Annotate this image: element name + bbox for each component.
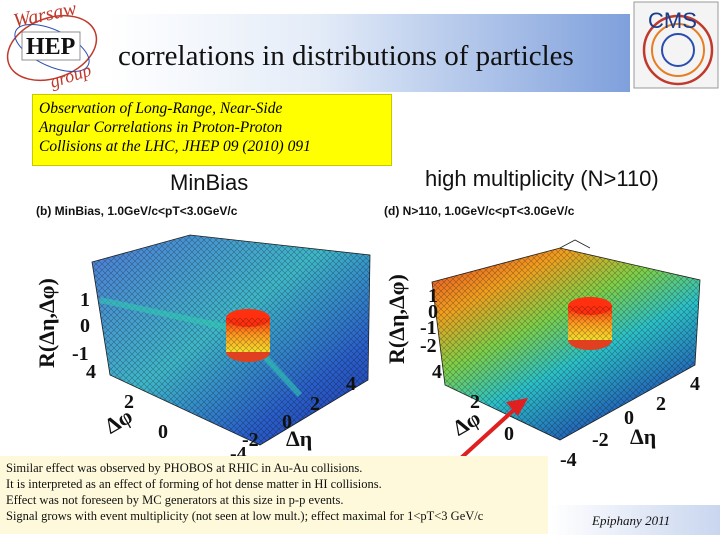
- logo-letters: HEP: [26, 34, 75, 60]
- warsaw-hep-logo: Warsaw HEP group: [6, 0, 98, 92]
- minbias-surface: [91, 234, 371, 446]
- footer-bar: [550, 505, 720, 535]
- note-line: Signal grows with event multiplicity (no…: [6, 509, 484, 523]
- plot-heading-high-multiplicity: high multiplicity (N>110): [425, 166, 659, 191]
- note-line: It is interpreted as an effect of formin…: [6, 477, 382, 491]
- plot-heading-minbias: MinBias: [170, 170, 249, 195]
- minbias-axes: R(Δη,Δφ) 1 0 -1 4 2 0 Δφ 4 2 0 -2 -4 Δη: [34, 278, 356, 465]
- reference-line: Collisions at the LHC, JHEP 09 (2010) 09…: [39, 138, 311, 155]
- z-tick: 1: [80, 289, 90, 311]
- z-tick: -1: [72, 343, 89, 365]
- phi-tick: 0: [504, 423, 514, 445]
- title-bar: [108, 14, 630, 92]
- eta-tick: 2: [310, 393, 320, 415]
- reference-line: Observation of Long-Range, Near-Side: [39, 100, 283, 117]
- phi-tick: 4: [86, 361, 96, 383]
- z-axis-label: R(Δη,Δφ): [34, 278, 59, 368]
- phi-tick: 4: [432, 361, 442, 383]
- cms-logo-text: CMS: [648, 8, 697, 33]
- z-tick: 0: [428, 301, 438, 323]
- note-line: Effect was not foreseen by MC generators…: [6, 493, 344, 507]
- z-tick: 1: [428, 285, 438, 307]
- note-line: Similar effect was observed by PHOBOS at…: [6, 461, 363, 475]
- z-tick: -1: [420, 317, 437, 339]
- eta-tick: 0: [624, 407, 634, 429]
- high-multiplicity-surface: [431, 239, 701, 441]
- z-tick: 0: [80, 315, 90, 337]
- phi-tick: 0: [158, 421, 168, 443]
- reference-box: Observation of Long-Range, Near-Side Ang…: [32, 94, 392, 166]
- phi-tick: 2: [124, 391, 134, 413]
- eta-axis-label: Δη: [286, 426, 312, 451]
- z-tick: -2: [420, 335, 437, 357]
- footer-text: Epiphany 2011: [592, 513, 671, 528]
- eta-tick: -2: [592, 429, 609, 451]
- eta-tick: 0: [282, 411, 292, 433]
- eta-tick: 2: [656, 393, 666, 415]
- slide-title: correlations in distributions of particl…: [118, 40, 574, 72]
- eta-tick: -4: [560, 449, 577, 471]
- phi-tick: 2: [470, 391, 480, 413]
- eta-tick: 4: [690, 373, 700, 395]
- reference-line: Angular Correlations in Proton-Proton: [39, 119, 283, 136]
- eta-axis-label: Δη: [630, 424, 656, 449]
- eta-tick: -2: [242, 429, 259, 451]
- z-axis-label: R(Δη,Δφ): [384, 274, 409, 364]
- cms-logo: CMS: [633, 1, 719, 89]
- eta-tick: 4: [346, 373, 356, 395]
- panel-label-d: (d) N>110, 1.0GeV/c<pT<3.0GeV/c: [384, 204, 575, 218]
- panel-label-b: (b) MinBias, 1.0GeV/c<pT<3.0GeV/c: [36, 204, 238, 218]
- notes-box: Similar effect was observed by PHOBOS at…: [0, 456, 548, 534]
